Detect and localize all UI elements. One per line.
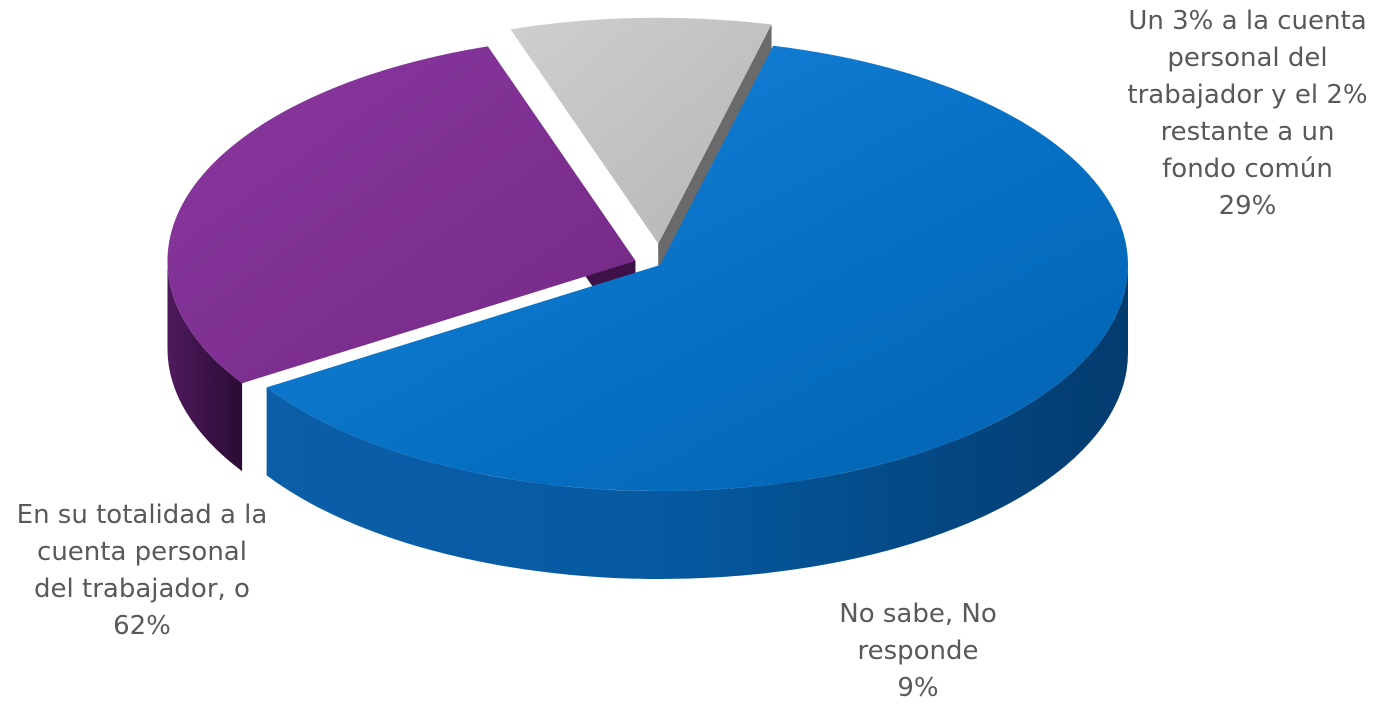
slice-label-en-su-totalidad: En su totalidad a la cuenta personal del… (0, 497, 284, 645)
slice-label-no-sabe: No sabe, No responde 9% (800, 596, 1036, 707)
slice-label-line: En su totalidad a la (16, 500, 268, 530)
slice-label-line: Un 3% a la cuenta (1128, 6, 1367, 36)
slice-percent-label: 9% (897, 673, 939, 703)
pie-slice-top (510, 17, 772, 244)
slice-label-un-3-por-ciento: Un 3% a la cuenta personal del trabajado… (1112, 3, 1383, 225)
slice-label-line: trabajador y el 2% (1127, 80, 1368, 110)
slice-label-line: del trabajador, o (34, 574, 250, 604)
slice-label-line: restante a un (1160, 117, 1335, 147)
slice-label-line: personal del (1167, 43, 1328, 73)
slice-percent-label: 62% (113, 611, 171, 641)
pie-slice-side (167, 260, 243, 472)
pie-slice-side (266, 265, 1128, 580)
slice-label-line: fondo común (1162, 154, 1333, 184)
slice-label-line: No sabe, No (839, 599, 997, 629)
slice-label-line: cuenta personal (37, 537, 247, 567)
slice-percent-label: 29% (1218, 191, 1277, 221)
pie-slice-top (167, 46, 636, 384)
pie-slice-top (266, 45, 1128, 491)
slice-label-line: responde (857, 636, 979, 666)
